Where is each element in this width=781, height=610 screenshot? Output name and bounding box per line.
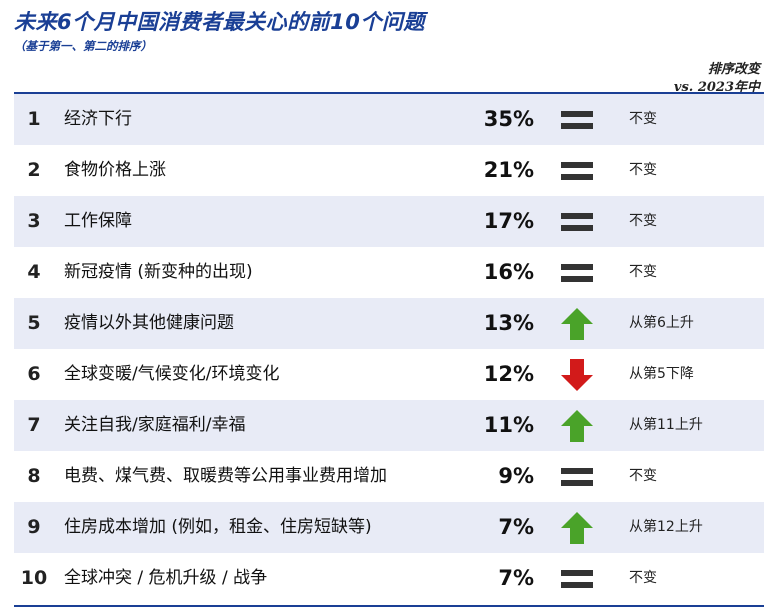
percent-value: 21% (483, 158, 534, 182)
issue-label: 经济下行 (64, 109, 132, 129)
top-rule (14, 92, 764, 94)
rank-number: 2 (27, 159, 41, 181)
rank-number: 7 (27, 414, 41, 436)
rank-change-text: 从第5下降 (629, 366, 694, 382)
rank-number: 9 (27, 516, 41, 538)
issue-label: 食物价格上涨 (64, 160, 166, 180)
table-row: 4 新冠疫情 (新变种的出现) 16% 不变 (14, 247, 764, 298)
rank-change-text: 不变 (629, 468, 657, 484)
up-arrow-icon (560, 511, 594, 545)
page-title: 未来6个月中国消费者最关心的前10个问题 (14, 10, 425, 34)
table-row: 3 工作保障 17% 不变 (14, 196, 764, 247)
rank-number: 1 (27, 108, 41, 130)
rank-change-text: 从第6上升 (629, 315, 694, 331)
rank-change-text: 不变 (629, 111, 657, 127)
issues-table: 1 经济下行 35% 不变 2 食物价格上涨 21% 不变 3 工作保障 17%… (14, 94, 764, 604)
rank-change-subheader: vs. 2023年中 (673, 80, 760, 95)
percent-value: 12% (483, 362, 534, 386)
equal-icon (560, 562, 594, 596)
table-row: 7 关注自我/家庭福利/幸福 11% 从第11上升 (14, 400, 764, 451)
up-arrow-icon (560, 409, 594, 443)
equal-icon (560, 103, 594, 137)
percent-value: 9% (498, 464, 534, 488)
percent-value: 13% (483, 311, 534, 335)
table-row: 10 全球冲突 / 危机升级 / 战争 7% 不变 (14, 553, 764, 604)
percent-value: 7% (498, 566, 534, 590)
issue-label: 全球变暖/气候变化/环境变化 (64, 364, 280, 384)
rank-change-text: 不变 (629, 213, 657, 229)
equal-icon (560, 154, 594, 188)
down-arrow-icon (560, 358, 594, 392)
rank-change-text: 从第11上升 (629, 417, 703, 433)
table-row: 6 全球变暖/气候变化/环境变化 12% 从第5下降 (14, 349, 764, 400)
rank-number: 6 (27, 363, 41, 385)
percent-value: 17% (483, 209, 534, 233)
equal-icon (560, 460, 594, 494)
table-row: 8 电费、煤气费、取暖费等公用事业费用增加 9% 不变 (14, 451, 764, 502)
bottom-rule (14, 605, 764, 607)
page-subtitle: （基于第一、第二的排序） (14, 39, 152, 53)
rank-number: 3 (27, 210, 41, 232)
rank-change-text: 不变 (629, 570, 657, 586)
equal-icon (560, 256, 594, 290)
table-row: 2 食物价格上涨 21% 不变 (14, 145, 764, 196)
issue-label: 全球冲突 / 危机升级 / 战争 (64, 568, 268, 588)
table-row: 5 疫情以外其他健康问题 13% 从第6上升 (14, 298, 764, 349)
rank-number: 8 (27, 465, 41, 487)
rank-change-text: 不变 (629, 162, 657, 178)
rank-number: 10 (20, 567, 48, 589)
table-row: 9 住房成本增加 (例如，租金、住房短缺等) 7% 从第12上升 (14, 502, 764, 553)
percent-value: 35% (483, 107, 534, 131)
issue-label: 新冠疫情 (新变种的出现) (64, 262, 253, 282)
percent-value: 7% (498, 515, 534, 539)
percent-value: 16% (483, 260, 534, 284)
rank-number: 5 (27, 312, 41, 334)
issue-label: 住房成本增加 (例如，租金、住房短缺等) (64, 517, 372, 537)
rank-change-text: 从第12上升 (629, 519, 703, 535)
percent-value: 11% (483, 413, 534, 437)
issue-label: 关注自我/家庭福利/幸福 (64, 415, 246, 435)
table-row: 1 经济下行 35% 不变 (14, 94, 764, 145)
issue-label: 工作保障 (64, 211, 132, 231)
rank-change-header: 排序改变 (707, 62, 760, 77)
equal-icon (560, 205, 594, 239)
rank-number: 4 (27, 261, 41, 283)
issue-label: 电费、煤气费、取暖费等公用事业费用增加 (64, 466, 387, 486)
issue-label: 疫情以外其他健康问题 (64, 313, 234, 333)
rank-change-text: 不变 (629, 264, 657, 280)
up-arrow-icon (560, 307, 594, 341)
